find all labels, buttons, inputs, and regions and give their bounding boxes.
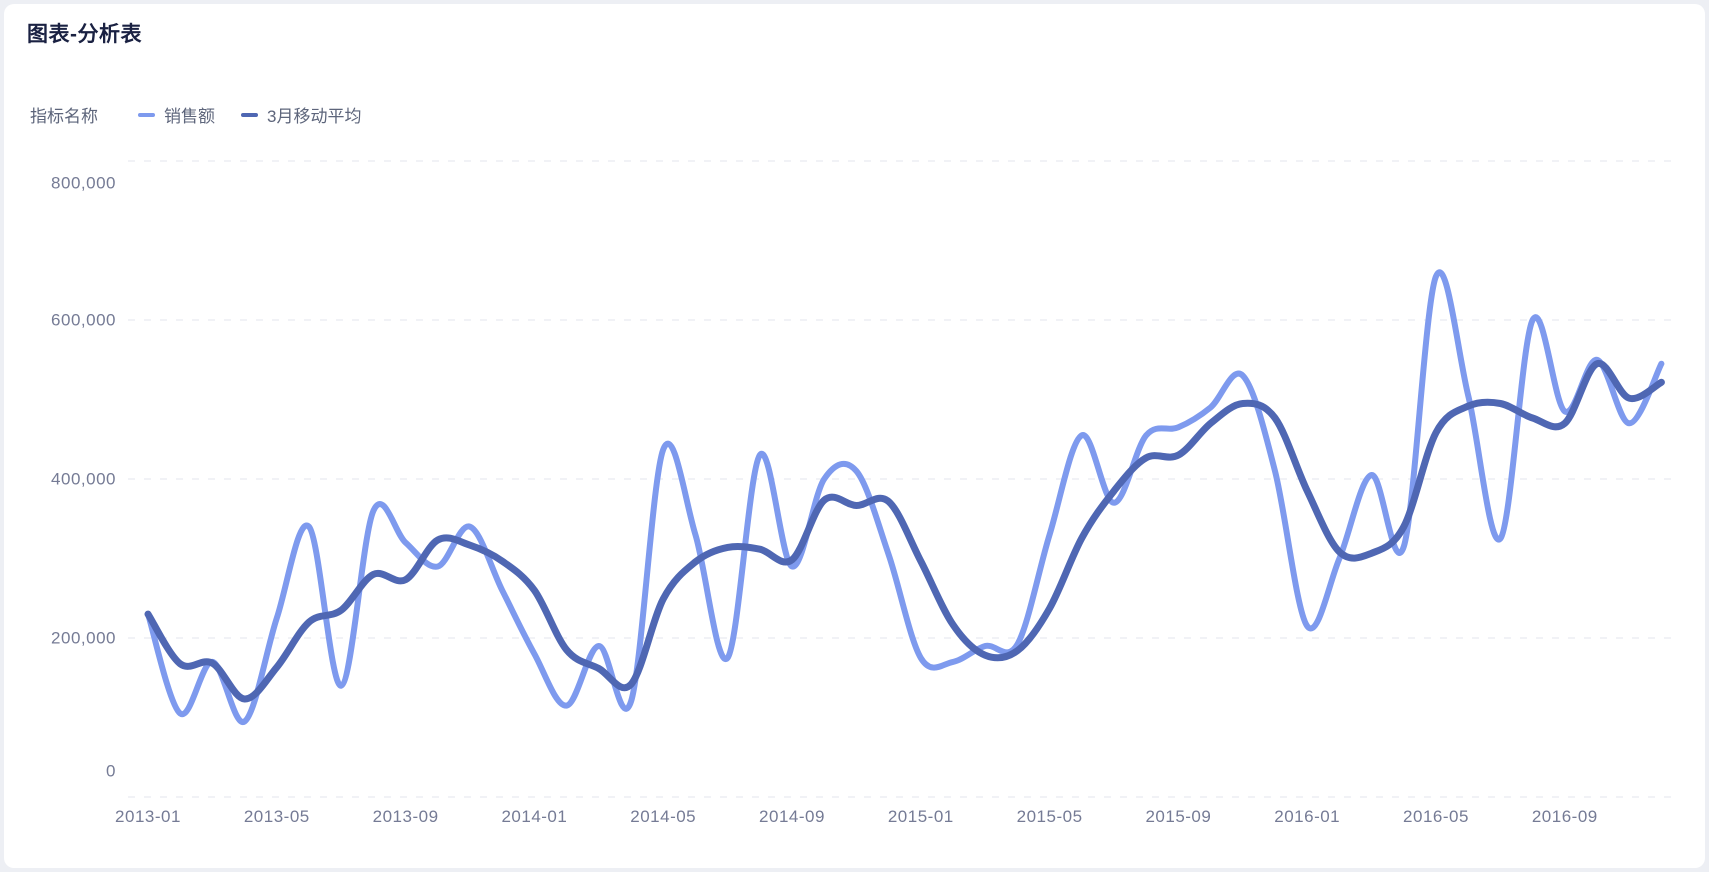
x-axis-label: 2016-09 — [1532, 807, 1598, 826]
x-axis-label: 2016-01 — [1274, 807, 1340, 826]
y-axis-label: 400,000 — [51, 470, 116, 489]
x-axis-label: 2015-09 — [1145, 807, 1211, 826]
x-axis-label: 2013-01 — [115, 807, 181, 826]
moving-average-line-icon — [241, 112, 258, 117]
sales-line[interactable] — [145, 269, 1665, 725]
x-axis-label: 2013-05 — [244, 807, 310, 826]
y-axis-label: 600,000 — [51, 311, 116, 330]
legend-item-sales[interactable]: 销售额 — [138, 102, 215, 127]
y-axis-label: 0 — [106, 762, 116, 781]
legend-item-label: 3月移动平均 — [267, 107, 362, 126]
x-axis-label: 2014-05 — [630, 807, 696, 826]
legend-item-label: 销售额 — [164, 107, 215, 126]
x-axis-label: 2014-01 — [501, 807, 567, 826]
sales-line-icon — [138, 112, 155, 117]
legend-item-moving-average[interactable]: 3月移动平均 — [241, 102, 361, 127]
legend: 指标名称 销售额 3月移动平均 — [30, 102, 387, 127]
chart-card — [4, 4, 1705, 868]
y-axis-label: 200,000 — [51, 629, 116, 648]
x-axis-label: 2016-05 — [1403, 807, 1469, 826]
x-axis-label: 2014-09 — [759, 807, 825, 826]
x-axis-label: 2015-05 — [1017, 807, 1083, 826]
legend-caption: 指标名称 — [30, 107, 98, 126]
x-axis-label: 2013-09 — [373, 807, 439, 826]
y-axis-label: 800,000 — [51, 174, 116, 193]
moving-average-line[interactable] — [144, 360, 1665, 703]
x-axis-label: 2015-01 — [888, 807, 954, 826]
page-title: 图表-分析表 — [27, 23, 142, 46]
